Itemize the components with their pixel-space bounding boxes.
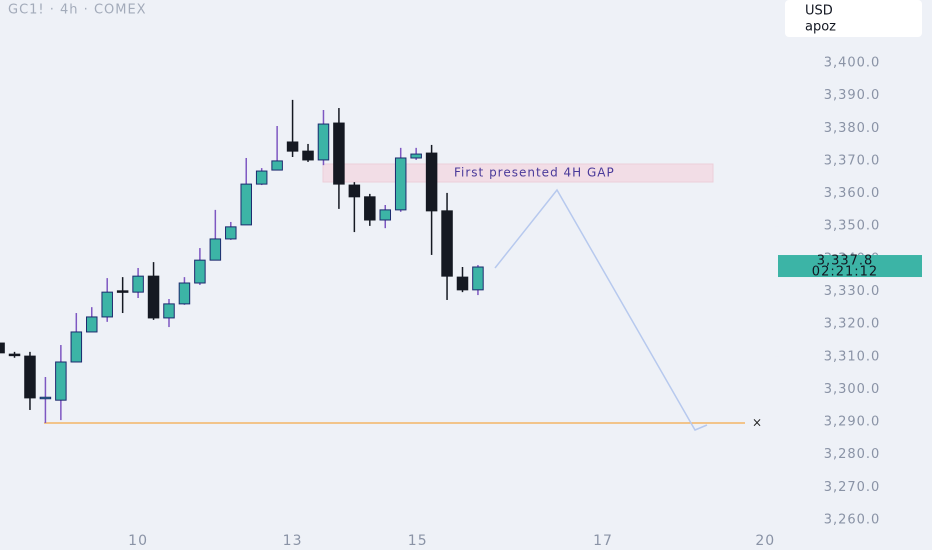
candle-body [255, 170, 268, 185]
candle-body [116, 290, 129, 293]
currency: USD [805, 4, 833, 19]
last-price: 3,337.8 [817, 254, 874, 269]
y-tick-label: 3,330.0 [824, 284, 881, 299]
y-tick-label: 3,360.0 [824, 186, 881, 201]
y-tick-label: 3,280.0 [824, 447, 881, 462]
level-close[interactable]: × [752, 416, 762, 430]
y-tick-label: 3,370.0 [824, 153, 881, 168]
y-tick-label: 3,260.0 [824, 512, 881, 527]
y-tick-label: 3,380.0 [824, 121, 881, 136]
candle-body [379, 209, 392, 221]
x-tick-label: 13 [283, 533, 303, 549]
y-tick-label: 3,350.0 [824, 219, 881, 234]
candle-body [178, 282, 191, 305]
axis-layer: 3,260.0 3,270.0 3,280.0 3,290.0 3,300.0 3,310… [128, 55, 881, 550]
candle-body [86, 316, 98, 333]
candle-body [456, 276, 469, 291]
x-tick-label: 20 [755, 533, 775, 549]
y-tick-label: 3,270.0 [824, 480, 881, 495]
candle-body [101, 291, 113, 318]
chart-title: GC1! · 4h · COMEX [8, 3, 147, 18]
price-label: 3,337.802:21:12 [778, 254, 922, 280]
candle-body [364, 196, 376, 221]
candle-body [225, 226, 237, 240]
x-tick-label: 17 [593, 533, 613, 549]
candle-body [163, 303, 175, 319]
y-tick-label: 3,400.0 [824, 55, 881, 70]
gap-zone [322, 163, 714, 183]
countdown: 02:21:12 [812, 265, 878, 280]
y-tick-label: 3,310.0 [824, 349, 881, 364]
candle-body [425, 152, 438, 212]
symbol-box[interactable] [785, 0, 922, 37]
y-tick-label: 3,300.0 [824, 382, 881, 397]
candle-body [240, 183, 252, 226]
y-tick-label: 3,390.0 [824, 88, 881, 103]
last-price-box [778, 255, 922, 278]
user: apoz [805, 20, 836, 35]
y-tick-label: 3,290.0 [824, 415, 881, 430]
candle-body [55, 361, 67, 401]
candle-body [8, 353, 21, 357]
candle-body [472, 266, 484, 291]
candle-body [348, 184, 361, 198]
candle-body [441, 210, 453, 277]
annotation: First presented 4H GAP [454, 166, 615, 180]
candle-body [209, 238, 222, 261]
candle-body [132, 275, 144, 293]
candle-body [333, 122, 345, 185]
candle-body [39, 396, 52, 400]
candle-body [302, 150, 314, 161]
candle-body [317, 123, 330, 161]
candles [0, 99, 484, 424]
candle-body [147, 275, 160, 319]
candle-body [286, 141, 299, 152]
candle-body [394, 157, 407, 211]
candle-body [194, 259, 206, 284]
projection [494, 188, 708, 431]
candle-body [0, 342, 5, 354]
y-tick-label: 3,320.0 [824, 317, 881, 332]
candle-body [271, 160, 283, 171]
x-tick-label: 15 [408, 533, 428, 549]
candle-body [24, 355, 36, 399]
candle-body [70, 331, 83, 363]
x-tick-label: 10 [128, 533, 148, 549]
candle-body [410, 153, 422, 159]
